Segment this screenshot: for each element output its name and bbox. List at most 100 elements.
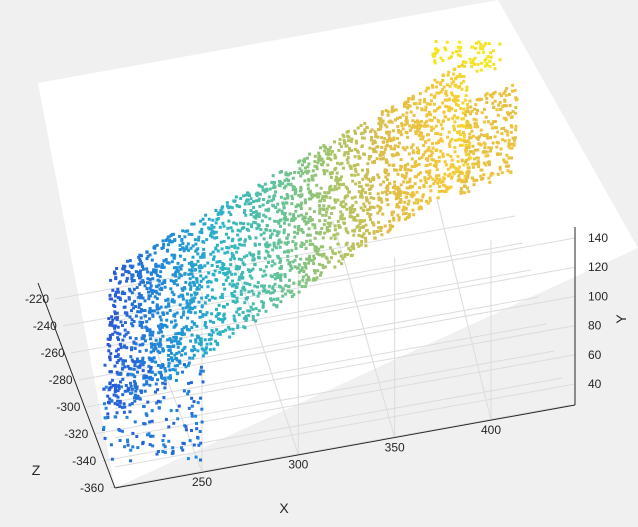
point xyxy=(389,145,393,148)
point xyxy=(139,259,142,263)
point xyxy=(138,272,142,276)
point xyxy=(459,124,463,128)
point xyxy=(467,190,471,193)
point xyxy=(141,442,145,446)
point xyxy=(360,192,364,196)
point xyxy=(168,337,172,341)
point xyxy=(427,173,431,177)
point xyxy=(162,265,166,269)
point xyxy=(426,158,430,162)
point xyxy=(148,330,152,334)
point xyxy=(409,110,413,114)
point xyxy=(190,260,194,264)
point xyxy=(183,258,187,262)
point xyxy=(337,223,341,227)
point xyxy=(490,126,494,130)
point xyxy=(243,281,247,285)
point xyxy=(502,126,506,130)
point xyxy=(410,157,414,161)
point xyxy=(448,145,452,149)
point xyxy=(319,271,323,275)
point xyxy=(355,141,359,145)
point xyxy=(116,354,120,358)
point xyxy=(392,136,396,140)
point xyxy=(211,218,215,222)
point xyxy=(433,109,436,113)
point xyxy=(148,253,152,257)
point xyxy=(414,102,418,106)
point xyxy=(434,149,438,152)
point xyxy=(239,221,242,225)
point xyxy=(181,441,185,445)
point xyxy=(297,214,301,218)
point xyxy=(369,196,373,200)
point xyxy=(201,354,205,358)
point xyxy=(286,258,290,262)
point xyxy=(348,146,351,150)
point xyxy=(399,158,403,162)
point xyxy=(216,249,220,253)
point xyxy=(166,338,170,342)
point xyxy=(154,338,158,342)
point xyxy=(327,157,331,160)
point xyxy=(377,198,381,202)
point xyxy=(412,113,416,117)
point xyxy=(140,261,144,265)
point xyxy=(369,213,373,216)
point xyxy=(242,325,246,329)
point xyxy=(225,201,229,205)
point xyxy=(162,434,166,438)
point xyxy=(199,396,203,400)
point xyxy=(322,223,326,227)
point xyxy=(251,302,255,306)
point xyxy=(436,196,440,200)
point xyxy=(415,198,418,202)
point xyxy=(251,267,255,271)
point xyxy=(351,242,355,246)
point xyxy=(209,280,213,284)
point xyxy=(155,303,159,307)
point xyxy=(208,298,212,302)
point xyxy=(371,147,375,151)
point xyxy=(454,167,458,171)
axis-lines xyxy=(37,227,576,489)
point xyxy=(326,229,329,233)
point xyxy=(324,194,328,198)
point xyxy=(114,312,117,316)
point xyxy=(272,244,276,248)
point xyxy=(152,349,155,353)
point xyxy=(318,262,321,266)
point xyxy=(341,205,344,209)
point xyxy=(367,155,371,159)
point xyxy=(253,263,257,267)
point xyxy=(206,294,210,298)
point xyxy=(458,85,462,88)
point xyxy=(276,242,280,246)
point xyxy=(308,207,312,211)
point xyxy=(315,192,319,196)
point xyxy=(265,241,269,245)
point xyxy=(330,150,334,153)
point xyxy=(182,363,186,367)
point xyxy=(167,425,171,429)
point xyxy=(507,142,511,146)
point xyxy=(168,349,172,352)
point xyxy=(434,165,438,168)
point xyxy=(365,183,368,187)
point xyxy=(158,340,162,344)
point xyxy=(493,120,497,123)
point xyxy=(461,124,465,128)
point xyxy=(315,276,319,280)
point xyxy=(317,156,321,160)
point xyxy=(181,297,185,301)
point xyxy=(203,351,207,355)
point xyxy=(492,105,496,109)
point xyxy=(316,249,320,253)
point xyxy=(321,197,325,200)
point xyxy=(176,364,179,367)
point xyxy=(122,361,125,365)
point xyxy=(201,313,205,316)
point xyxy=(110,321,114,325)
point xyxy=(282,186,286,190)
point xyxy=(341,257,345,261)
